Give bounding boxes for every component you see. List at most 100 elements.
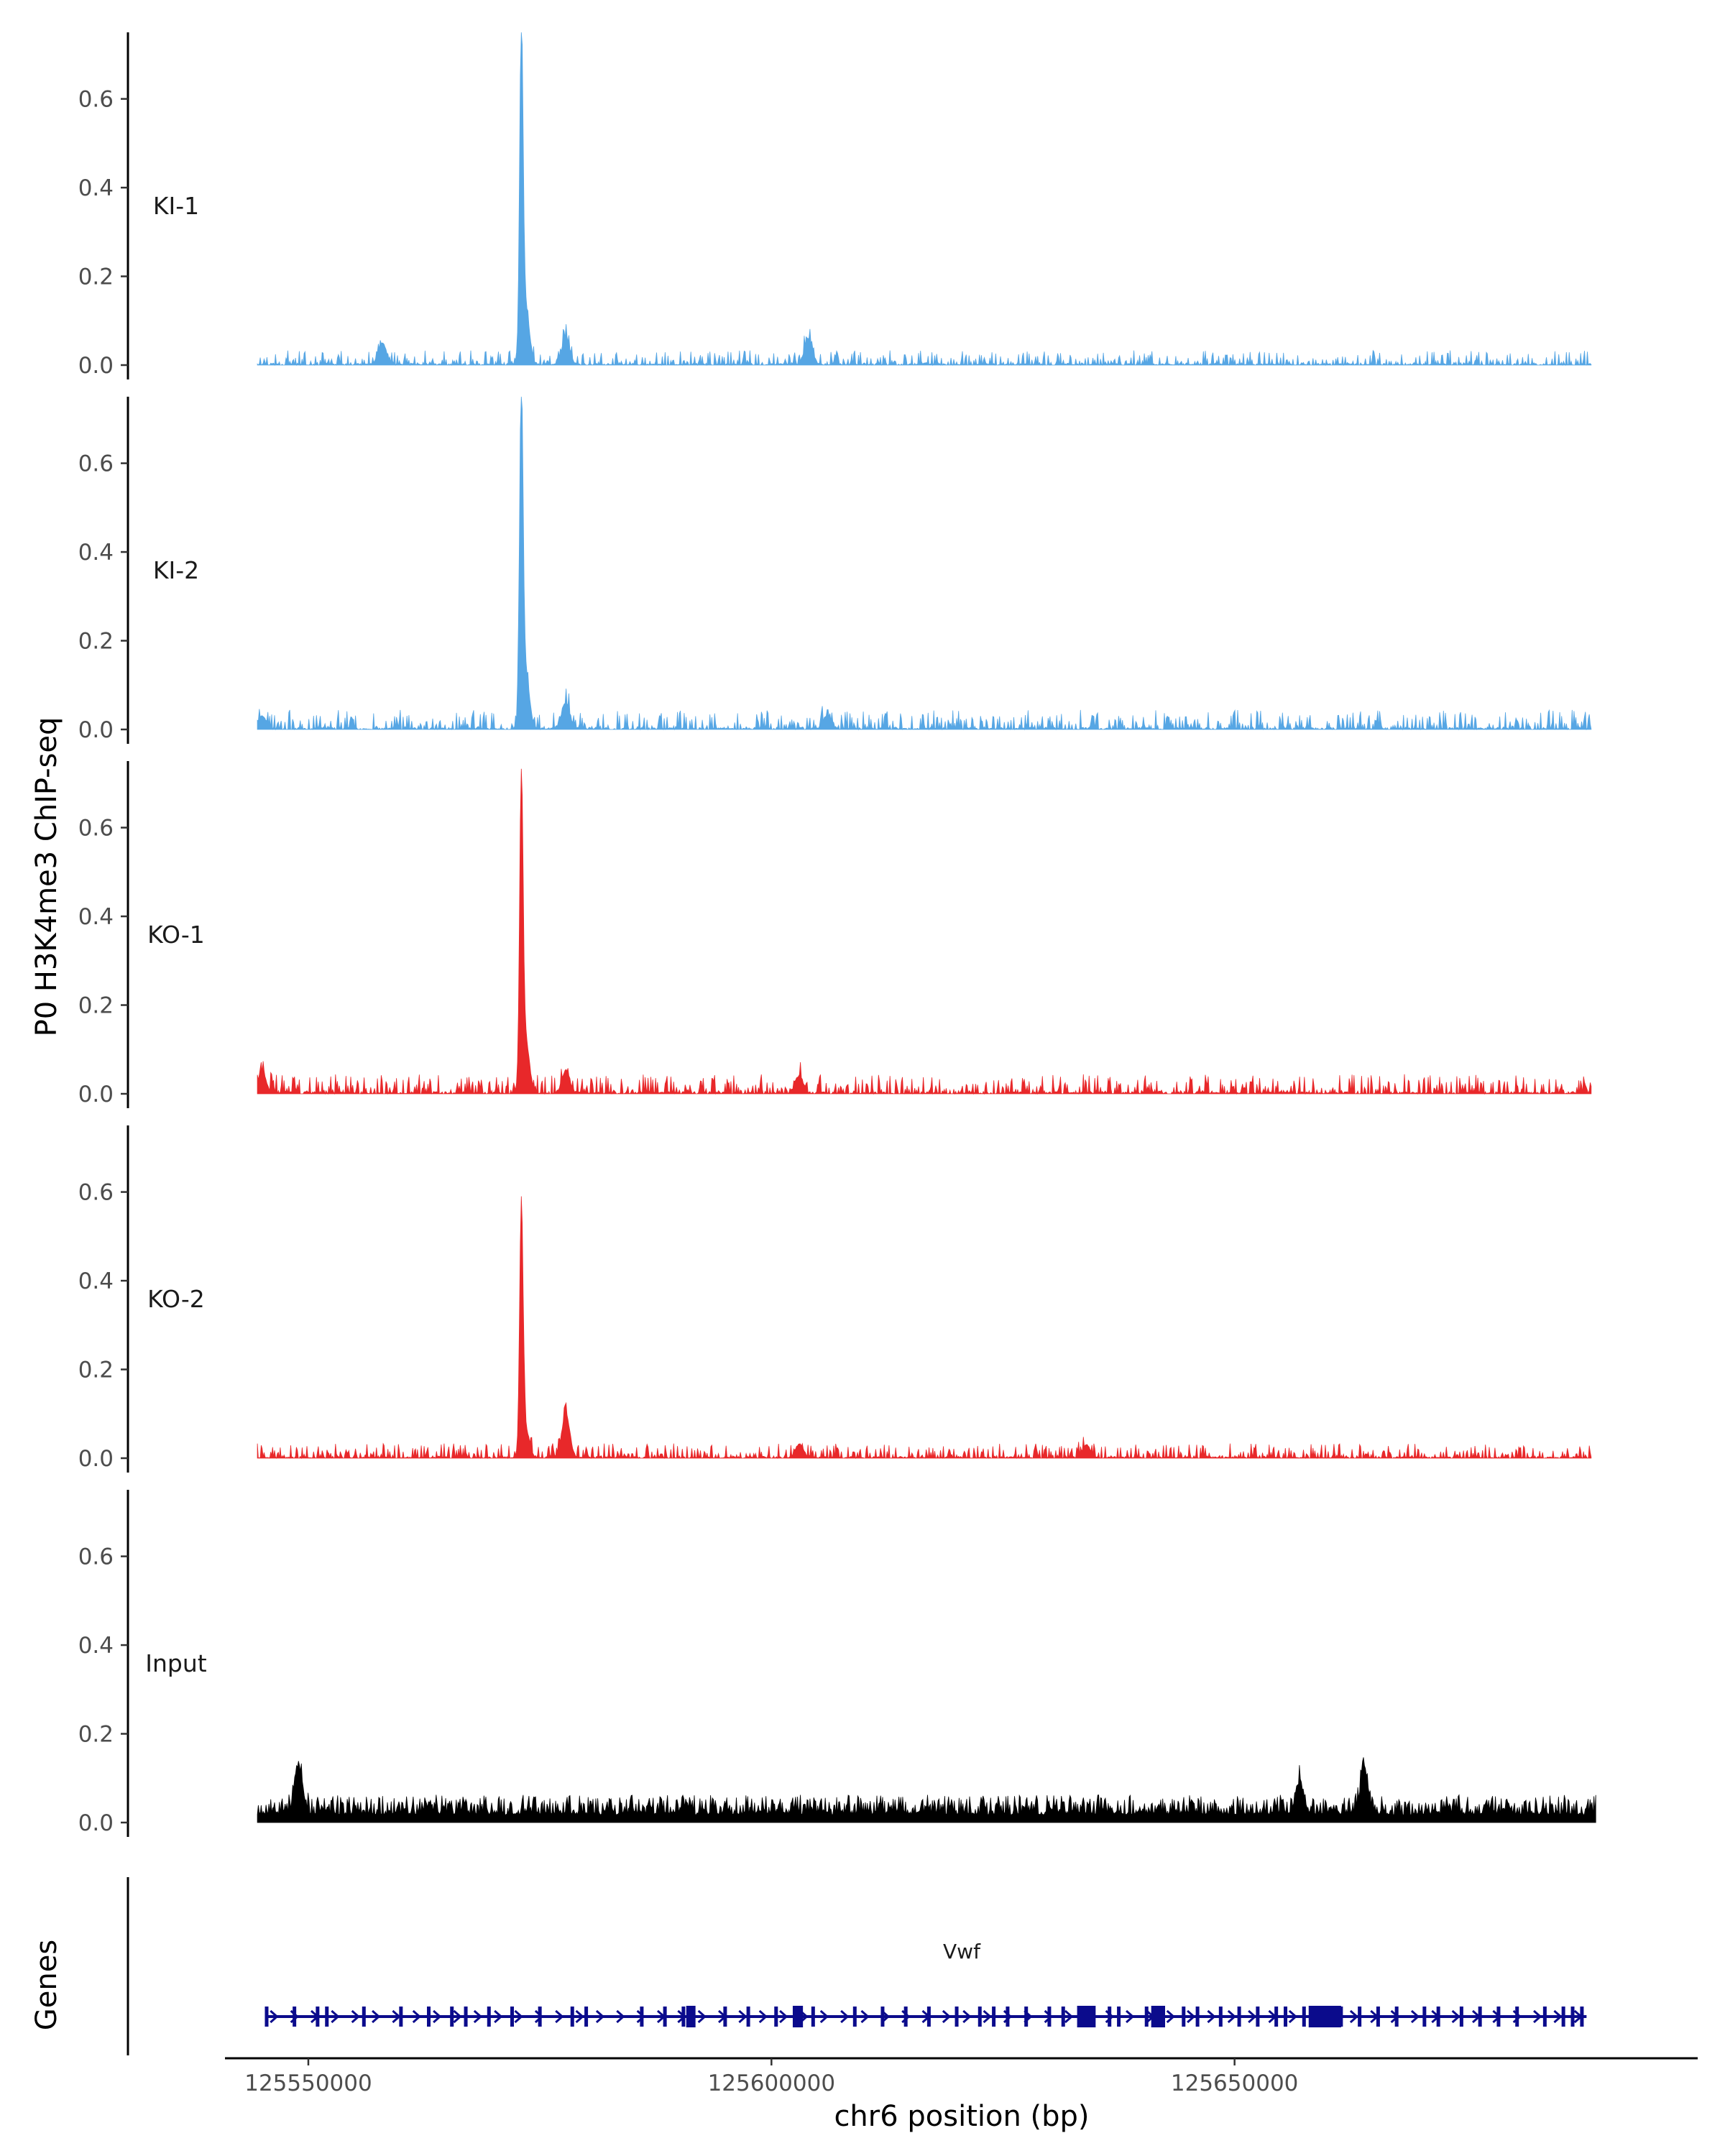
track-ki-1: 0.0 0.2 0.4 0.6 KI-1 (78, 32, 1592, 379)
strand-chevron (412, 2009, 422, 2024)
track-label: KI-1 (153, 192, 199, 220)
exon (427, 2007, 431, 2027)
strand-chevron (942, 2009, 952, 2024)
exon (570, 2007, 574, 2027)
exon (723, 2007, 727, 2027)
y-tick-label: 0.2 (78, 629, 114, 655)
track-label: KO-2 (147, 1285, 205, 1313)
exon (992, 2007, 996, 2027)
strand-chevron (1187, 2009, 1196, 2024)
strand-chevron (738, 2009, 748, 2024)
signal-area (257, 768, 1592, 1095)
strand-chevron (351, 2009, 360, 2024)
exon (954, 2007, 959, 2027)
exon (1024, 2007, 1029, 2027)
exon (464, 2007, 468, 2027)
exon (746, 2007, 750, 2027)
y-tick-label: 0.4 (78, 1633, 114, 1659)
y-tick-label: 0.0 (78, 717, 114, 743)
strand-chevron (372, 2009, 381, 2024)
strand-chevron (636, 2009, 645, 2024)
y-tick-label: 0.6 (78, 1180, 114, 1206)
strand-chevron (1288, 2009, 1298, 2024)
strand-chevron (595, 2009, 605, 2024)
strand-chevron (1349, 2009, 1359, 2024)
exon (774, 2007, 778, 2027)
strand-chevron (1166, 2009, 1175, 2024)
exon (1108, 2007, 1112, 2027)
exon (316, 2007, 320, 2027)
exon (1274, 2007, 1279, 2027)
y-tick-label: 0.0 (78, 1082, 114, 1107)
strand-chevron (534, 2009, 544, 2024)
strand-chevron (494, 2009, 503, 2024)
exon (663, 2007, 667, 2027)
strand-chevron (1064, 2009, 1074, 2024)
exon (510, 2007, 514, 2027)
y-axis-title: P0 H3K4me3 ChIP-seq (30, 717, 63, 1037)
y-tick-label: 0.2 (78, 1722, 114, 1748)
gene-name: Vwf (943, 1940, 981, 1963)
exon (538, 2007, 542, 2027)
exon (903, 2007, 908, 2027)
strand-chevron (1126, 2009, 1135, 2024)
strand-chevron (758, 2009, 768, 2024)
exon-block (1151, 2006, 1166, 2027)
exon (1422, 2007, 1427, 2027)
strand-chevron (555, 2009, 564, 2024)
strand-chevron (983, 2009, 992, 2024)
exon (293, 2007, 297, 2027)
signal-area (257, 32, 1592, 367)
strand-chevron (575, 2009, 584, 2024)
y-tick-label: 0.6 (78, 1544, 114, 1570)
exon (1542, 2007, 1547, 2027)
track-ko-1: 0.0 0.2 0.4 0.6 KO-1 (78, 761, 1592, 1108)
strand-chevron (962, 2009, 972, 2024)
exon (978, 2007, 982, 2027)
y-tick-label: 0.2 (78, 993, 114, 1019)
y-tick-label: 0.2 (78, 264, 114, 290)
signal-area (257, 1196, 1592, 1460)
y-tick-label: 0.4 (78, 175, 114, 201)
y-tick-label: 0.6 (78, 451, 114, 477)
y-tick-label: 0.0 (78, 1446, 114, 1472)
signal-area (257, 1757, 1596, 1823)
strand-chevron (473, 2009, 483, 2024)
strand-chevron (1451, 2009, 1460, 2024)
exon (450, 2007, 454, 2027)
exon (1256, 2007, 1260, 2027)
track-input: 0.0 0.2 0.4 0.6 Input (78, 1490, 1596, 1837)
x-axis: 125550000 125600000 125650000 (225, 2057, 1698, 2096)
exon-block (1308, 2006, 1341, 2027)
exon (1561, 2007, 1565, 2027)
strand-chevron (819, 2009, 829, 2024)
strand-chevron (779, 2009, 788, 2024)
exon-block (686, 2006, 696, 2027)
exon (926, 2007, 931, 2027)
exon-block (1077, 2006, 1096, 2027)
strand-chevron (270, 2009, 279, 2024)
exon (1047, 2007, 1052, 2027)
exon (1358, 2007, 1362, 2027)
exon (1436, 2007, 1440, 2027)
exon (1061, 2007, 1065, 2027)
exon (880, 2007, 885, 2027)
exon (1144, 2007, 1149, 2027)
track-ko-2: 0.0 0.2 0.4 0.6 KO-2 (78, 1125, 1592, 1473)
x-tick-label: 125600000 (708, 2070, 836, 2096)
exon (811, 2007, 815, 2027)
track-ki-2: 0.0 0.2 0.4 0.6 KI-2 (78, 396, 1592, 744)
exon (1580, 2007, 1584, 2027)
exon (264, 2007, 269, 2027)
strand-chevron (331, 2009, 340, 2024)
y-tick-label: 0.6 (78, 87, 114, 113)
exon (1570, 2007, 1575, 2027)
exon (1376, 2007, 1380, 2027)
exon (852, 2007, 857, 2027)
exon (1006, 2007, 1010, 2027)
exon (1218, 2007, 1223, 2027)
exon (362, 2007, 366, 2027)
strand-chevron (1248, 2009, 1257, 2024)
exon (1478, 2007, 1482, 2027)
